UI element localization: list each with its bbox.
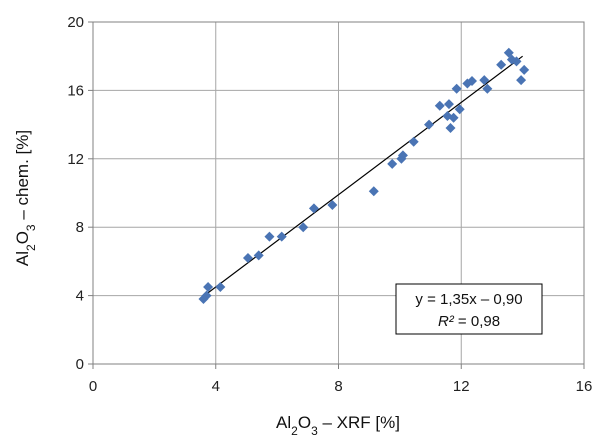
- data-point: [203, 282, 214, 293]
- x-axis-ticks: 0 4 8 12 16: [89, 364, 593, 395]
- data-point: [496, 59, 507, 70]
- data-point: [434, 100, 445, 111]
- y-tick-label: 20: [67, 14, 84, 31]
- data-point: [519, 64, 530, 75]
- data-point: [215, 282, 226, 293]
- x-tick-label: 0: [89, 378, 97, 395]
- y-tick-label: 8: [76, 219, 84, 236]
- data-point: [408, 136, 419, 147]
- r-squared-value: = 0,98: [454, 313, 500, 330]
- data-point: [327, 199, 338, 210]
- data-point: [443, 99, 454, 110]
- data-point: [454, 104, 465, 115]
- data-point: [479, 75, 490, 86]
- data-point: [308, 203, 319, 214]
- data-point: [298, 222, 309, 233]
- data-point: [511, 56, 522, 67]
- x-tick-label: 8: [334, 378, 342, 395]
- r-squared: R² = 0,98: [438, 313, 500, 330]
- data-point: [201, 290, 212, 301]
- data-point: [448, 112, 459, 123]
- y-axis-ticks: 0 4 8 12 16 20: [67, 14, 93, 373]
- y-tick-label: 16: [67, 82, 84, 99]
- r-squared-label: R²: [438, 313, 455, 330]
- data-points: [198, 47, 530, 305]
- x-tick-label: 16: [576, 378, 593, 395]
- data-point: [451, 83, 462, 94]
- data-point: [482, 83, 493, 94]
- data-point: [466, 75, 477, 86]
- data-point: [506, 54, 517, 65]
- data-point: [424, 119, 435, 130]
- data-point: [276, 231, 287, 242]
- data-point: [253, 250, 264, 261]
- data-point: [242, 252, 253, 263]
- trendline-equation: y = 1,35x – 0,90: [415, 291, 522, 308]
- y-axis-title: Al2O3 – chem. [%]: [13, 130, 38, 266]
- data-point: [368, 186, 379, 197]
- x-axis-title: Al2O3 – XRF [%]: [276, 413, 400, 436]
- y-tick-label: 12: [67, 151, 84, 168]
- data-point: [516, 75, 527, 86]
- data-point: [264, 231, 275, 242]
- y-tick-label: 4: [76, 288, 84, 305]
- x-tick-label: 12: [453, 378, 470, 395]
- x-tick-label: 4: [212, 378, 220, 395]
- data-point: [397, 150, 408, 161]
- data-point: [445, 123, 456, 134]
- equation-box: y = 1,35x – 0,90 R² = 0,98: [395, 283, 543, 335]
- y-tick-label: 0: [76, 356, 84, 373]
- data-point: [387, 158, 398, 169]
